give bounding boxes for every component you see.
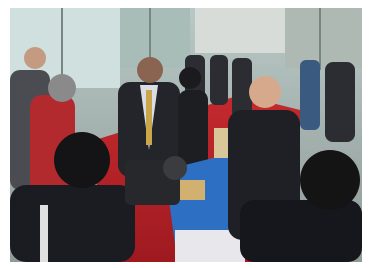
tie — [146, 90, 152, 145]
photo — [10, 8, 362, 262]
person-foreground — [240, 200, 362, 262]
glass-window — [285, 8, 362, 68]
head — [300, 150, 360, 210]
head — [137, 57, 163, 83]
head — [249, 76, 281, 108]
head — [48, 74, 76, 102]
ceiling — [195, 8, 285, 53]
camera-strap — [40, 205, 48, 262]
person — [210, 55, 228, 105]
cameraman — [10, 185, 135, 262]
page — [0, 0, 370, 268]
head — [24, 47, 46, 69]
person — [178, 90, 208, 170]
person — [325, 62, 355, 142]
photo-frame — [0, 0, 370, 268]
head — [54, 132, 110, 188]
head — [179, 67, 201, 89]
person — [300, 60, 320, 130]
microphone — [163, 156, 187, 180]
person — [232, 58, 252, 118]
